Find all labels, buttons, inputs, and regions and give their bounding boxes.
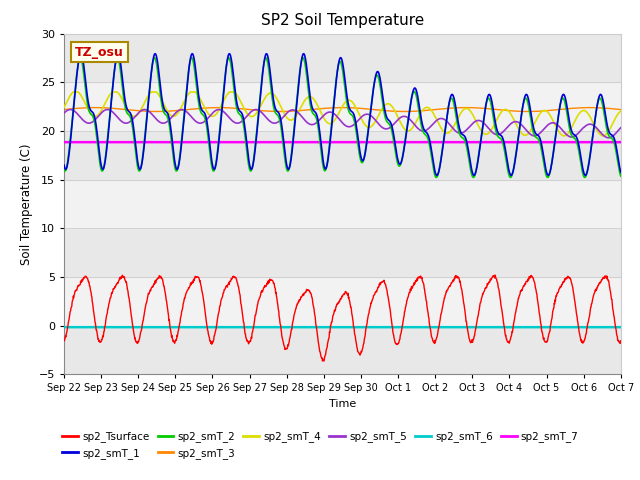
Bar: [64, 34, 621, 82]
Bar: [64, 131, 621, 180]
Title: SP2 Soil Temperature: SP2 Soil Temperature: [260, 13, 424, 28]
Bar: [64, 228, 621, 277]
Bar: [64, 277, 621, 326]
Bar: [64, 180, 621, 228]
Y-axis label: Soil Temperature (C): Soil Temperature (C): [20, 143, 33, 265]
X-axis label: Time: Time: [329, 399, 356, 409]
Bar: [64, 82, 621, 131]
Text: TZ_osu: TZ_osu: [75, 46, 124, 59]
Bar: [64, 326, 621, 374]
Legend: sp2_Tsurface, sp2_smT_1, sp2_smT_2, sp2_smT_3, sp2_smT_4, sp2_smT_5, sp2_smT_6, : sp2_Tsurface, sp2_smT_1, sp2_smT_2, sp2_…: [58, 427, 583, 463]
